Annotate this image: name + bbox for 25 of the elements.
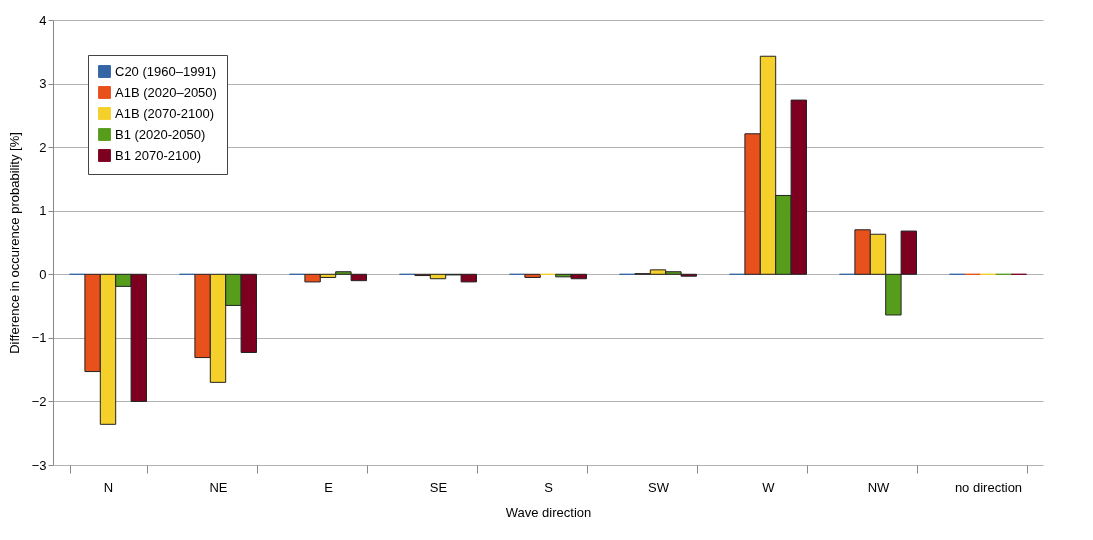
- y-tick-label: 4: [39, 12, 47, 28]
- x-tick-label: no direction: [954, 479, 1023, 495]
- legend-label: C20 (1960–1991): [115, 63, 217, 79]
- y-tick-label: −3: [31, 457, 47, 473]
- x-tick-label: SW: [648, 479, 670, 495]
- x-tick-label: E: [324, 479, 334, 495]
- y-tick-label: −2: [31, 393, 47, 409]
- y-axis-title: Difference in occurence probability [%]: [6, 132, 22, 354]
- y-tick-label: 2: [39, 139, 47, 155]
- x-tick-label: S: [544, 479, 554, 495]
- legend-label: B1 2070-2100): [115, 147, 202, 163]
- y-tick-label: −1: [31, 330, 47, 346]
- bar: [524, 273, 541, 278]
- legend-label: B1 (2020-2050): [115, 126, 206, 142]
- x-tick-label: W: [762, 479, 776, 495]
- x-tick-label: NW: [867, 479, 891, 495]
- x-tick-label: SE: [429, 479, 448, 495]
- x-axis-title: Wave direction: [505, 504, 592, 520]
- y-tick-label: 1: [39, 203, 47, 219]
- legend-label: A1B (2070-2100): [115, 105, 215, 121]
- x-tick-label: NE: [209, 479, 228, 495]
- x-tick-label: N: [103, 479, 114, 495]
- y-tick-label: 0: [39, 266, 47, 282]
- y-tick-label: 3: [39, 76, 47, 92]
- legend-label: A1B (2020–2050): [115, 84, 217, 100]
